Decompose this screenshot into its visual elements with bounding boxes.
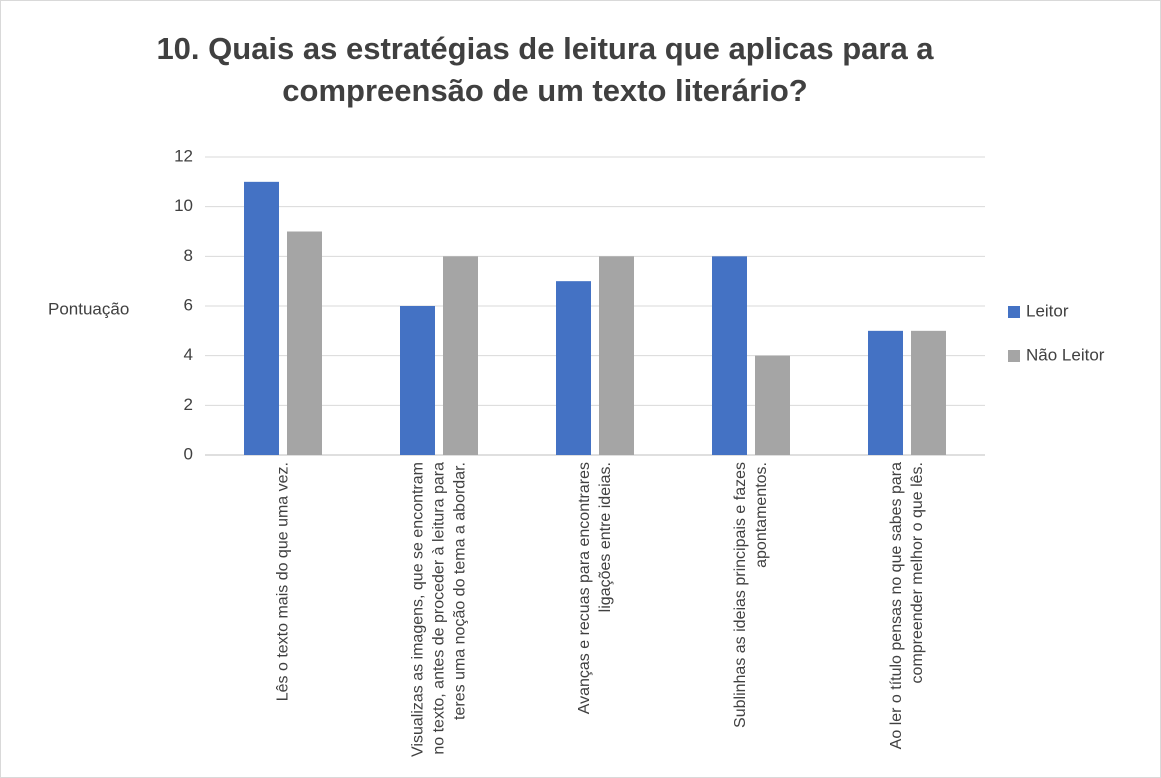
bar (400, 306, 435, 455)
y-axis-label: Pontuação (48, 299, 129, 318)
bar (443, 256, 478, 455)
chart-title: 10. Quais as estratégias de leitura que … (156, 31, 934, 108)
bar (911, 330, 946, 455)
x-tick-label: Sublinhas as ideias principais e fazes a… (732, 462, 770, 728)
bar (755, 355, 790, 455)
x-tick-label: Avanças e recuas para encontrares ligaçõ… (576, 462, 614, 715)
y-tick-label: 6 (184, 295, 193, 314)
x-tick-label: Visualizas as imagens, que se encontram … (409, 462, 469, 757)
x-tick-label: Lês o texto mais do que uma vez. (274, 462, 292, 702)
y-tick-label: 4 (184, 345, 193, 364)
bar (599, 256, 634, 455)
y-tick-label: 0 (184, 444, 193, 463)
y-tick-label: 12 (174, 146, 193, 165)
bar (287, 231, 322, 455)
legend-swatch (1008, 350, 1020, 362)
legend-label: Leitor (1026, 301, 1069, 320)
x-tick-label: Ao ler o título pensas no que sabes para… (888, 462, 926, 750)
y-tick-label: 2 (184, 395, 193, 414)
bar (868, 330, 903, 455)
bar (712, 256, 747, 455)
legend-swatch (1008, 306, 1020, 318)
bar (244, 181, 279, 456)
y-tick-label: 10 (174, 196, 193, 215)
y-tick-label: 8 (184, 246, 193, 265)
legend-label: Não Leitor (1026, 345, 1105, 364)
bar (556, 281, 591, 455)
